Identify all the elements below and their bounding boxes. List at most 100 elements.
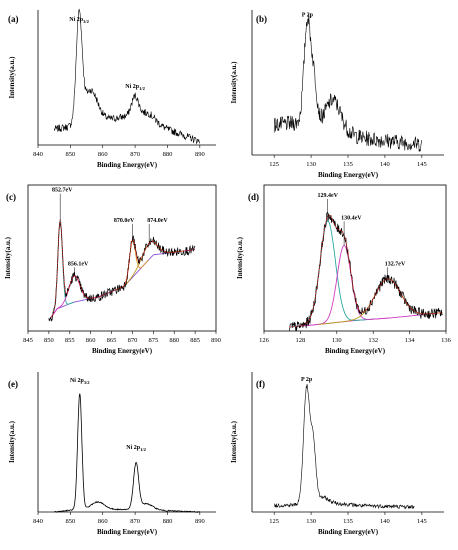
plot-frame: [27, 184, 217, 332]
panel-label: (f): [256, 379, 265, 389]
annotation-text: 132.7eV: [385, 261, 406, 267]
fit-component-1: [50, 275, 101, 318]
x-tick-label: 890: [195, 151, 205, 158]
panel-5: 125 130 135 140 145 Binding Energy(eV) Intensi…: [230, 372, 444, 536]
x-axis-label: Binding Energy(eV): [325, 347, 386, 355]
spectrum-line: [289, 211, 443, 331]
y-axis-label: Intensity(a.u.): [236, 236, 244, 279]
x-axis-label: Binding Energy(eV): [318, 171, 379, 179]
x-tick-label: 128: [296, 337, 306, 344]
x-tick-label: 130: [332, 337, 342, 344]
spectrum-line: [274, 384, 415, 510]
peak-annotation: Ni 2p1/2: [125, 84, 145, 91]
annotation-subscript: 1/2: [139, 86, 146, 91]
annotation-text: P 2p: [302, 13, 314, 19]
x-tick-label: 145: [417, 518, 427, 525]
peak-annotation: P 2p: [302, 13, 314, 19]
x-tick-label: 130: [306, 518, 316, 525]
x-tick-label: 880: [169, 337, 179, 344]
fit-component-0: [289, 220, 377, 328]
fit-envelope: [289, 214, 443, 328]
x-tick-label: 840: [33, 518, 43, 525]
panel-label: (a): [8, 14, 19, 24]
x-tick-label: 860: [98, 151, 108, 158]
y-axis-label: Intensity(a.u.): [8, 56, 16, 99]
spectrum-line: [53, 8, 200, 145]
x-tick-label: 135: [343, 161, 353, 168]
x-tick-label: 125: [269, 161, 279, 168]
x-axis-label: Binding Energy(eV): [97, 161, 158, 169]
annotation-subscript: 1/2: [140, 447, 147, 452]
x-tick-label: 845: [23, 337, 33, 344]
fit-component-2: [116, 239, 149, 290]
peak-annotation: 852.7eV: [52, 188, 73, 194]
panel-label: (e): [8, 379, 18, 389]
fit-component-0: [50, 220, 74, 318]
x-tick-label: 855: [65, 337, 75, 344]
annotation-text: Ni 2p: [70, 378, 85, 384]
x-tick-label: 860: [98, 518, 108, 525]
annotation-subscript: 3/2: [84, 380, 91, 385]
x-tick-label: 130: [306, 161, 316, 168]
panel-4: 840 850 860 870 880 890 Binding Energy(eV) Inte…: [8, 372, 216, 536]
fit-component-1: [298, 245, 390, 327]
y-axis-label: Intensity(a.u.): [8, 420, 16, 463]
spectrum-line: [54, 393, 201, 513]
x-tick-label: 140: [380, 161, 390, 168]
x-tick-label: 885: [190, 337, 200, 344]
panel-1: 125 130 135 140 145 Binding Energy(eV) Intensi…: [230, 10, 444, 179]
annotation-text: P 2p: [301, 377, 313, 383]
peak-annotation: 870.0eV: [114, 218, 135, 224]
annotation-subscript: 3/2: [83, 19, 90, 24]
background-line: [50, 249, 196, 318]
spectrum-line: [48, 221, 196, 322]
x-tick-label: 870: [128, 337, 138, 344]
spectrum-line: [273, 14, 423, 152]
panel-2: 845 850 855 860 865 870 875 880 885 890 Binding En…: [4, 184, 221, 355]
annotation-text: Ni 2p: [126, 445, 141, 451]
x-tick-label: 134: [405, 337, 416, 344]
x-tick-label: 136: [441, 337, 452, 344]
fit-envelope: [50, 218, 196, 318]
x-tick-label: 135: [343, 518, 353, 525]
panel-label: (d): [248, 192, 259, 202]
x-tick-label: 850: [65, 151, 75, 158]
x-tick-label: 125: [269, 518, 279, 525]
y-axis-label: Intensity(a.u.): [4, 236, 12, 279]
x-tick-label: 880: [163, 518, 173, 525]
x-tick-label: 850: [44, 337, 54, 344]
x-tick-label: 140: [380, 518, 390, 525]
peak-annotation: P 2p: [301, 377, 313, 383]
x-tick-label: 850: [65, 518, 75, 525]
peak-annotation: Ni 2p1/2: [126, 445, 146, 452]
x-tick-label: 865: [107, 337, 117, 344]
x-axis-label: Binding Energy(eV): [97, 528, 158, 536]
y-axis-label: Intensity(a.u.): [230, 420, 238, 463]
x-tick-label: 840: [33, 151, 43, 158]
x-tick-label: 890: [211, 337, 221, 344]
x-tick-label: 880: [163, 151, 173, 158]
x-tick-label: 890: [195, 518, 205, 525]
y-axis-label: Intensity(a.u.): [230, 61, 238, 104]
peak-annotation: 130.4eV: [341, 215, 362, 221]
x-tick-label: 870: [130, 151, 140, 158]
panel-label: (b): [256, 14, 267, 24]
annotation-text: 130.4eV: [341, 215, 362, 221]
x-tick-label: 860: [86, 337, 96, 344]
peak-annotation: Ni 2p3/2: [69, 17, 89, 24]
plot-frame: [263, 184, 447, 332]
annotation-text: Ni 2p: [125, 84, 140, 90]
peak-annotation: 874.0eV: [147, 218, 168, 224]
peak-annotation: 856.1eV: [68, 261, 89, 267]
peak-annotation: Ni 2p3/2: [70, 378, 90, 385]
peak-annotation: 129.4eV: [317, 193, 338, 199]
panel-0: 840 850 860 870 880 890 Binding Energy(eV) Inte…: [8, 8, 216, 169]
x-axis-label: Binding Energy(eV): [318, 528, 379, 536]
x-tick-label: 875: [148, 337, 158, 344]
x-tick-label: 870: [130, 518, 140, 525]
peak-annotation: 132.7eV: [385, 261, 406, 267]
annotation-text: 856.1eV: [68, 261, 89, 267]
panel-label: (c): [6, 192, 16, 202]
annotation-text: 852.7eV: [52, 188, 73, 194]
panel-3: 126 128 130 132 134 136 Binding Energy(eV) Inte…: [236, 184, 452, 355]
